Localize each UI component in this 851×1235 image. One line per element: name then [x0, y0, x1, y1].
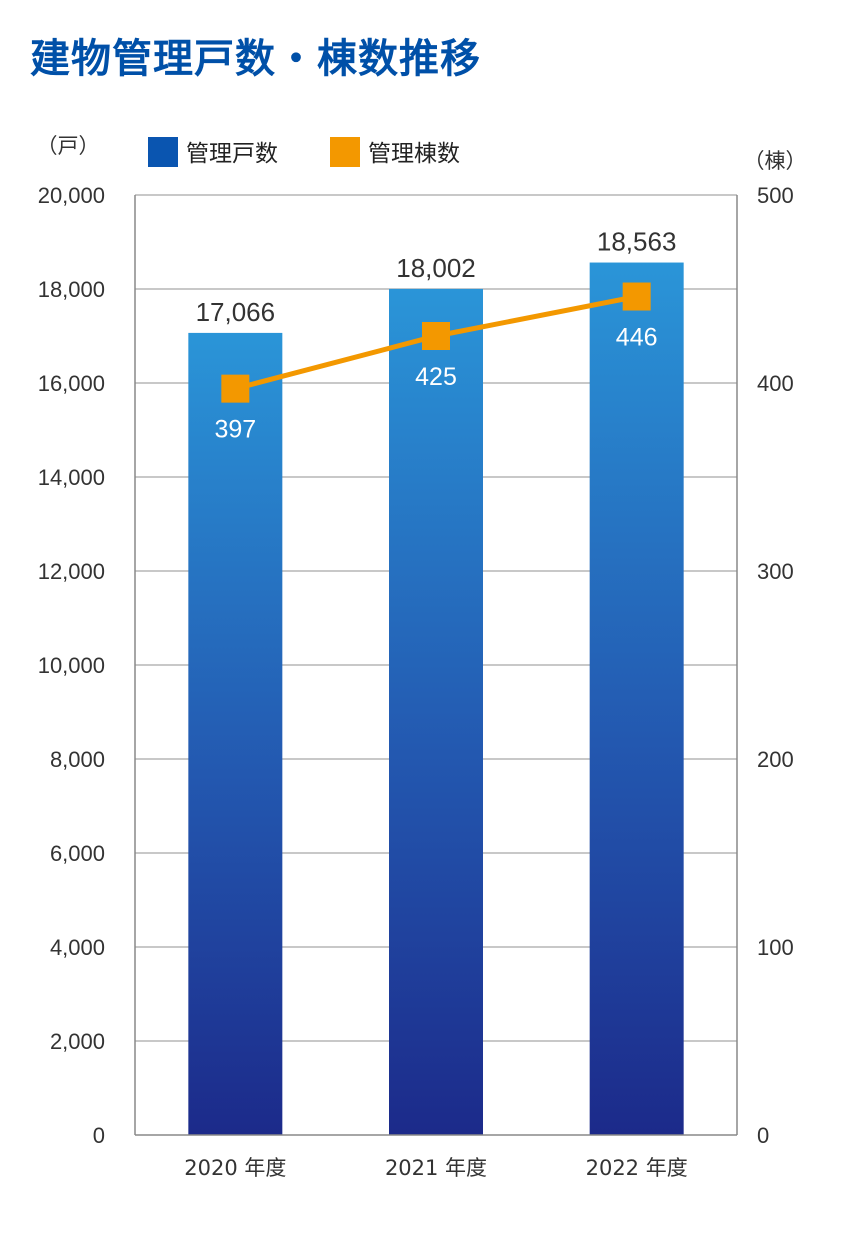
left-tick-label: 8,000: [50, 747, 105, 772]
left-axis-unit: （戸）: [37, 134, 100, 158]
left-tick-label: 10,000: [38, 653, 105, 678]
bar-value-label: 17,066: [196, 297, 276, 327]
x-category-label: 2022 年度: [586, 1156, 688, 1180]
right-tick-label: 100: [757, 935, 794, 960]
legend-label: 管理戸数: [186, 141, 278, 167]
legend: 管理戸数 管理棟数: [148, 137, 460, 167]
legend-swatch: [330, 137, 360, 167]
line-value-label: 446: [616, 324, 658, 352]
right-tick-label: 400: [757, 371, 794, 396]
line-value-label: 425: [415, 363, 457, 391]
bar: [389, 288, 483, 1135]
left-tick-label: 4,000: [50, 935, 105, 960]
x-category-label: 2020 年度: [184, 1156, 286, 1180]
x-category-label: 2021 年度: [385, 1156, 487, 1180]
left-tick-label: 12,000: [38, 559, 105, 584]
legend-swatch: [148, 137, 178, 167]
bar-value-label: 18,002: [396, 253, 476, 283]
left-tick-label: 2,000: [50, 1029, 105, 1054]
line-point-marker: [221, 374, 250, 403]
right-tick-label: 300: [757, 559, 794, 584]
line-point-marker: [622, 282, 651, 311]
right-tick-label: 0: [757, 1123, 769, 1148]
bar-series: [188, 262, 684, 1135]
left-tick-label: 18,000: [38, 277, 105, 302]
bar: [589, 262, 684, 1135]
left-tick-label: 0: [93, 1123, 105, 1148]
chart-title: 建物管理戸数・棟数推移: [30, 36, 481, 82]
right-tick-label: 200: [757, 747, 794, 772]
left-tick-label: 20,000: [38, 183, 105, 208]
right-axis-unit: （棟）: [744, 149, 807, 173]
axes: 0 2,000 4,000 6,000 8,000 10,000 12,000 14,000 1…: [37, 134, 807, 1180]
right-tick-label: 500: [757, 183, 794, 208]
line-point-marker: [422, 322, 450, 350]
left-tick-label: 16,000: [38, 371, 105, 396]
bar: [188, 332, 283, 1135]
line-value-label: 397: [214, 416, 256, 444]
line-series: [221, 282, 651, 403]
left-tick-label: 14,000: [38, 465, 105, 490]
bar-value-label: 18,563: [597, 227, 677, 257]
legend-label: 管理棟数: [368, 141, 460, 167]
left-tick-label: 6,000: [50, 841, 105, 866]
data-labels: 17,066 18,002 18,563 397 425 446: [196, 227, 677, 444]
